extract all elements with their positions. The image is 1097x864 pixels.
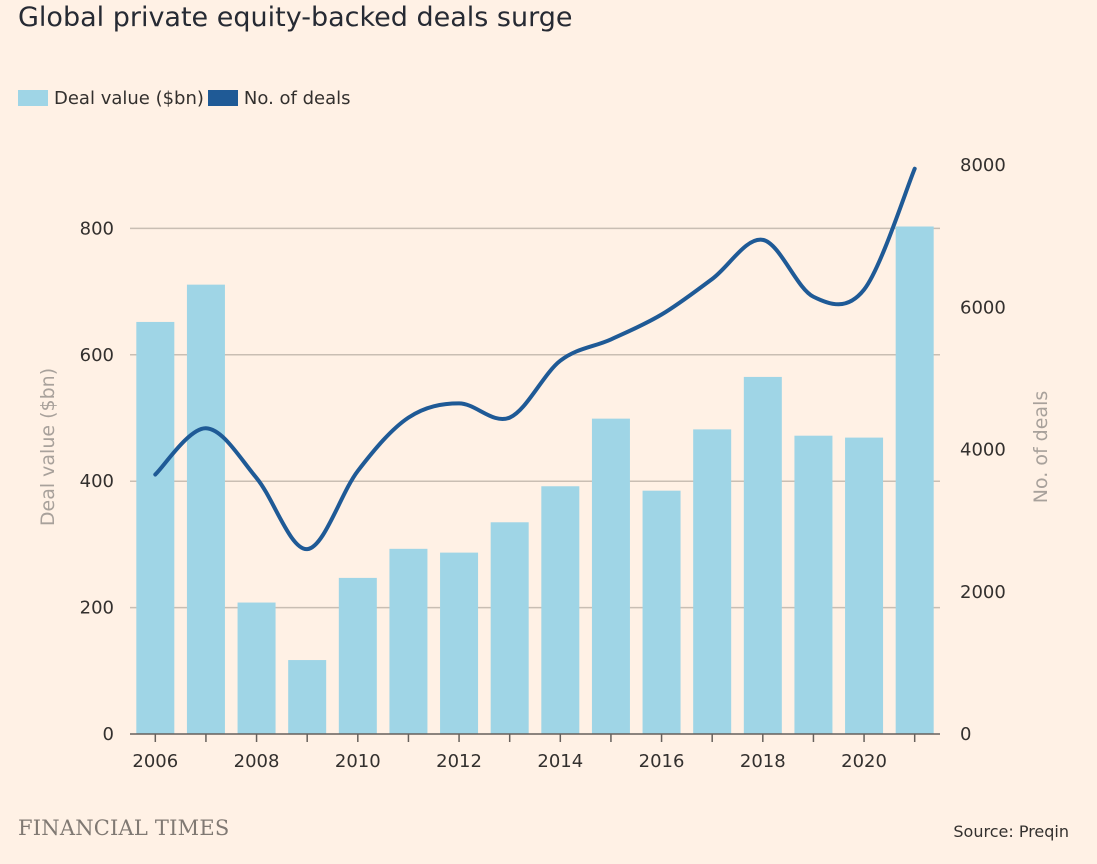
right-axis-title: No. of deals [1030, 391, 1052, 504]
x-tick-label-2018: 2018 [740, 751, 786, 772]
left-tick-800: 800 [80, 218, 114, 239]
bar-2019 [794, 435, 833, 734]
legend-item-deal-value: Deal value ($bn) [18, 88, 204, 109]
legend-label-deal-value: Deal value ($bn) [54, 87, 204, 109]
left-axis: 0 200 400 600 800 [80, 218, 114, 745]
x-tick-label-2016: 2016 [639, 751, 685, 772]
left-tick-0: 0 [103, 724, 114, 745]
bar-2020 [845, 437, 884, 734]
bar-2013 [490, 522, 529, 734]
bar-2010 [338, 577, 377, 734]
right-tick-2000: 2000 [960, 582, 1006, 603]
bar-2018 [743, 376, 782, 734]
left-axis-title: Deal value ($bn) [37, 368, 59, 526]
bar-series [136, 226, 934, 734]
legend-swatch-deal-value [18, 90, 48, 106]
bar-2021 [895, 226, 934, 734]
bar-2017 [693, 429, 732, 734]
chart-legend: Deal value ($bn) No. of deals [18, 86, 355, 110]
right-tick-8000: 8000 [960, 155, 1006, 176]
right-tick-0: 0 [960, 724, 971, 745]
source-note: Source: Preqin [953, 822, 1069, 841]
x-tick-label-2020: 2020 [841, 751, 887, 772]
bar-2007 [186, 284, 225, 734]
left-tick-200: 200 [80, 598, 114, 619]
legend-swatch-number-of-deals [207, 90, 238, 106]
right-tick-4000: 4000 [960, 440, 1006, 461]
x-tick-label-2014: 2014 [537, 751, 583, 772]
left-tick-600: 600 [80, 345, 114, 366]
bar-2014 [541, 486, 580, 734]
bar-2011 [389, 548, 428, 734]
legend-item-number-of-deals: No. of deals [207, 87, 351, 109]
chart-title: Global private equity-backed deals surge [18, 2, 573, 33]
bar-2008 [237, 602, 276, 734]
ft-logo: FINANCIAL TIMES [18, 816, 230, 840]
left-tick-400: 400 [80, 471, 114, 492]
right-tick-6000: 6000 [960, 297, 1006, 318]
x-tick-label-2012: 2012 [436, 751, 482, 772]
x-tick-label-2008: 2008 [234, 751, 280, 772]
legend-label-number-of-deals: No. of deals [243, 87, 351, 109]
bar-2016 [642, 490, 681, 734]
bar-2006 [136, 321, 175, 734]
deals-line [153, 166, 917, 552]
bar-2015 [591, 418, 630, 734]
x-tick-label-2010: 2010 [335, 751, 381, 772]
x-axis: 2006 2008 2010 2012 2014 2016 2018 2020 [130, 733, 940, 772]
x-tick-label-2006: 2006 [132, 751, 178, 772]
bar-2009 [288, 660, 327, 734]
right-axis: 0 2000 4000 6000 8000 [960, 155, 1006, 745]
bar-2012 [440, 552, 479, 734]
